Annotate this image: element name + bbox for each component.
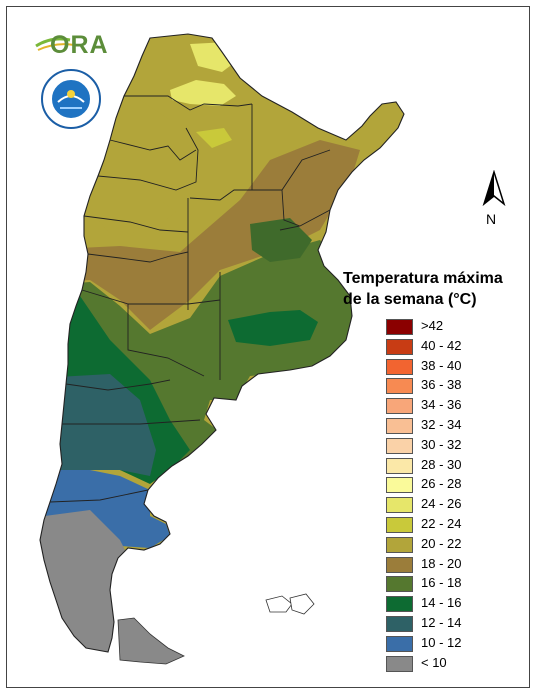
legend-item: 38 - 40 [386, 357, 506, 377]
legend-item: 32 - 34 [386, 416, 506, 436]
legend-item: 12 - 14 [386, 614, 506, 634]
legend-item: 30 - 32 [386, 436, 506, 456]
legend-swatch [386, 457, 413, 474]
legend-title-line1: Temperatura máxima [343, 270, 503, 287]
legend-label: 16 - 18 [421, 575, 462, 591]
legend-label: 34 - 36 [421, 397, 462, 413]
legend-item: 26 - 28 [386, 475, 506, 495]
legend-swatch [386, 417, 413, 434]
legend-swatch [386, 358, 413, 375]
legend-item: 20 - 22 [386, 535, 506, 555]
legend-swatch [386, 477, 413, 494]
legend-swatch [386, 398, 413, 415]
legend-label: 12 - 14 [421, 614, 462, 630]
legend-item: 40 - 42 [386, 337, 506, 357]
legend-swatch [386, 596, 413, 613]
legend-swatch [386, 378, 413, 395]
legend-swatch [386, 576, 413, 593]
legend-swatch [386, 536, 413, 553]
tierra-del-fuego [117, 617, 185, 665]
legend-swatch [386, 635, 413, 652]
north-arrow-icon [482, 170, 506, 207]
legend-item: 16 - 18 [386, 574, 506, 594]
legend-label: 22 - 24 [421, 515, 462, 531]
legend-title: Temperatura máxima de la semana (°C) [343, 268, 518, 310]
legend-label: 32 - 34 [421, 416, 462, 432]
malvinas-islands [265, 593, 315, 615]
smn-seal-logo [41, 69, 101, 129]
legend-item: 28 - 30 [386, 456, 506, 476]
legend-item: < 10 [386, 654, 506, 674]
north-label: N [486, 211, 497, 227]
legend-label: 40 - 42 [421, 337, 462, 353]
legend-swatch [386, 338, 413, 355]
legend-label: 36 - 38 [421, 377, 462, 393]
legend-item: 10 - 12 [386, 634, 506, 654]
legend-swatch [386, 556, 413, 573]
legend-swatch [386, 497, 413, 514]
legend-label: 38 - 40 [421, 357, 462, 373]
ora-logo-text: ORA [50, 31, 109, 59]
legend-swatch [386, 437, 413, 454]
legend-label: 30 - 32 [421, 436, 462, 452]
legend-label: 18 - 20 [421, 555, 462, 571]
legend-label: 10 - 12 [421, 634, 462, 650]
temperature-legend: >42 40 - 42 38 - 40 36 - 38 34 - 36 32 - 34 30… [386, 317, 506, 673]
legend-item: 36 - 38 [386, 376, 506, 396]
legend-swatch [386, 319, 413, 335]
legend-label: 26 - 28 [421, 476, 462, 492]
legend-label: 20 - 22 [421, 535, 462, 551]
ora-logo [35, 37, 75, 51]
legend-label: 14 - 16 [421, 595, 462, 611]
legend-swatch [386, 655, 413, 672]
legend-label: 24 - 26 [421, 496, 462, 512]
legend-swatch [386, 516, 413, 533]
legend-item: 24 - 26 [386, 495, 506, 515]
legend-item: >42 [386, 317, 506, 337]
province-borders [39, 33, 405, 653]
legend-item: 22 - 24 [386, 515, 506, 535]
legend-item: 14 - 16 [386, 594, 506, 614]
legend-label: < 10 [421, 654, 447, 670]
legend-title-line2: de la semana (°C) [343, 291, 477, 308]
legend-label: 28 - 30 [421, 456, 462, 472]
legend-swatch [386, 615, 413, 632]
legend-item: 18 - 20 [386, 555, 506, 575]
legend-label: >42 [421, 318, 444, 333]
legend-item: 34 - 36 [386, 396, 506, 416]
